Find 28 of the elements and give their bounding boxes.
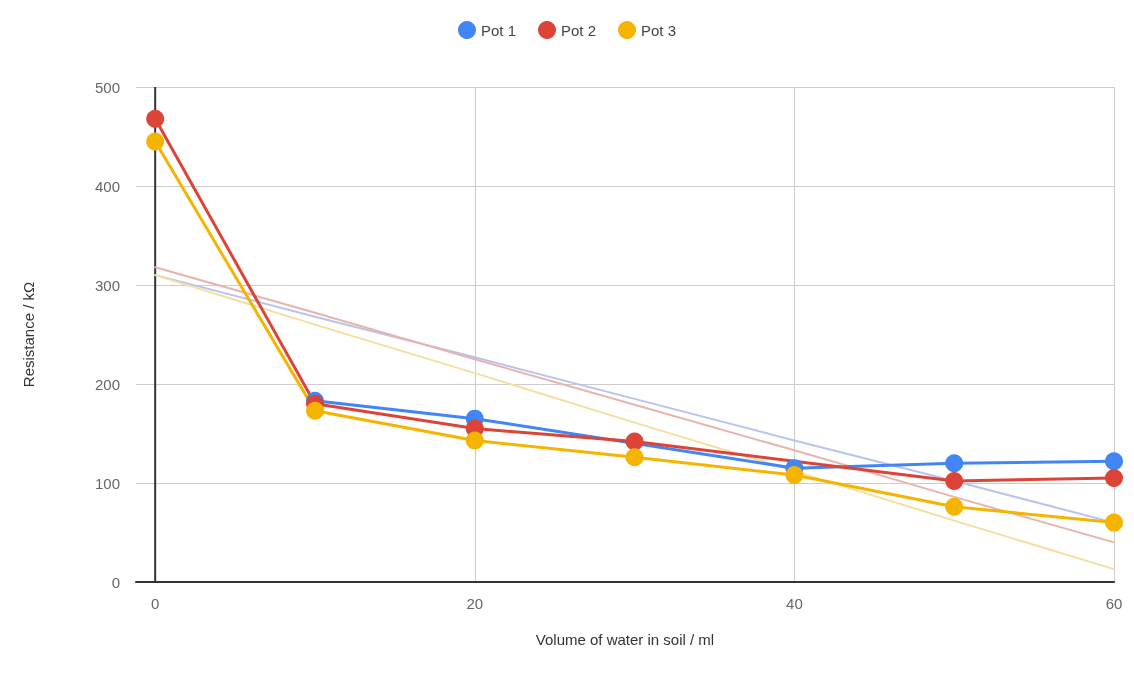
x-tick-label: 0: [151, 595, 160, 612]
x-tick-label: 60: [1105, 595, 1123, 612]
point: [945, 497, 964, 516]
point: [625, 432, 644, 451]
point: [306, 401, 324, 420]
point: [1105, 469, 1123, 488]
legend-label: Pot 1: [480, 21, 516, 39]
x-axis-title: Volume of water in soil / ml: [535, 631, 715, 648]
x-tick-label: 20: [466, 595, 484, 612]
point: [945, 454, 964, 473]
point: [1105, 513, 1123, 532]
y-tick-label: 400: [94, 177, 120, 195]
y-tick-label: 0: [111, 573, 120, 591]
point: [625, 448, 644, 467]
x-tick-label: 40: [786, 595, 803, 612]
point: [1105, 452, 1123, 471]
point: [945, 472, 964, 491]
legend-label: Pot 2: [560, 21, 597, 39]
point: [146, 132, 165, 151]
point: [465, 431, 484, 450]
legend-label: Pot 3: [641, 21, 677, 39]
y-tick-label: 200: [94, 375, 120, 393]
point: [785, 466, 804, 485]
point: [146, 109, 165, 128]
y-tick-label: 300: [94, 276, 120, 294]
y-tick-label: 500: [94, 78, 120, 96]
y-tick-label: 100: [94, 474, 120, 492]
y-axis-title: Resistance / kΩ: [20, 281, 37, 388]
